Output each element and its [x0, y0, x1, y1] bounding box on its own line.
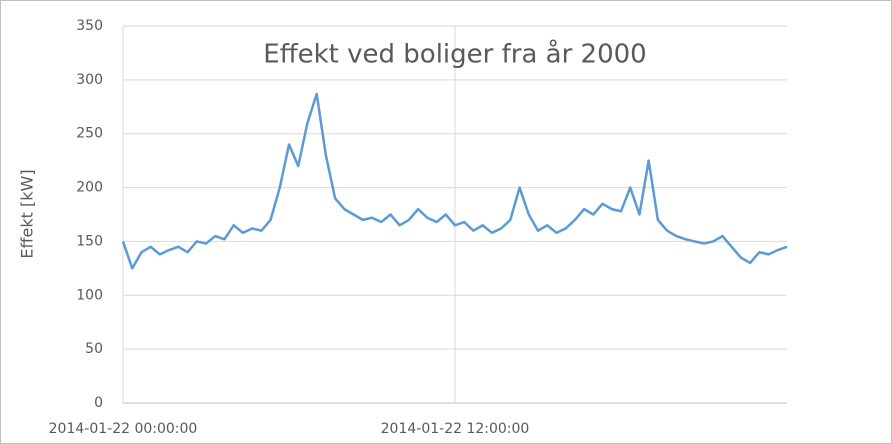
y-tick-label: 0	[94, 395, 103, 411]
y-tick-label: 250	[76, 126, 103, 142]
chart-title: Effekt ved boliger fra år 2000	[263, 39, 646, 70]
data-line	[121, 92, 788, 270]
y-tick-label: 100	[76, 287, 103, 303]
y-tick-label: 150	[76, 233, 103, 249]
y-tick-label: 50	[85, 341, 103, 357]
y-tick-label: 200	[76, 180, 103, 196]
x-tick-label: 2014-01-22 00:00:00	[49, 421, 198, 437]
y-tick-label: 350	[76, 18, 103, 34]
y-tick-label: 300	[76, 72, 103, 88]
x-tick-label: 2014-01-22 12:00:00	[381, 421, 530, 437]
y-axis-label: Effekt [kW]	[18, 169, 37, 258]
